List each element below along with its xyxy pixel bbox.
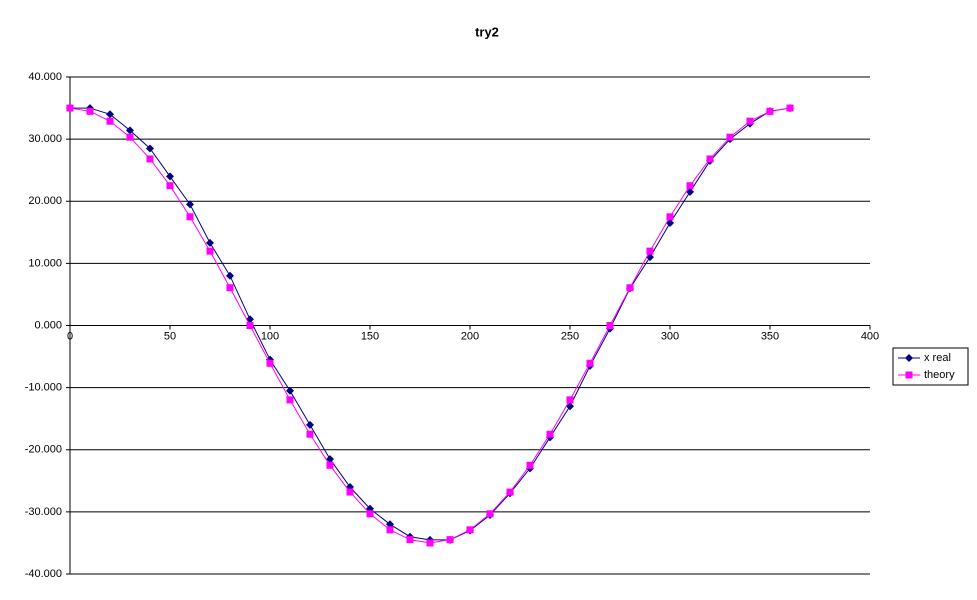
marker: [766, 107, 774, 115]
marker: [226, 284, 234, 292]
x-tick-label: 300: [661, 330, 679, 342]
marker: [326, 461, 334, 469]
marker: [426, 539, 434, 547]
marker: [186, 200, 194, 209]
y-tick-label: -10.000: [25, 382, 62, 394]
marker: [166, 172, 174, 181]
marker: [266, 359, 274, 367]
y-tick-label: 30.000: [28, 133, 62, 145]
marker: [406, 536, 414, 544]
marker: [66, 104, 74, 112]
marker: [386, 526, 394, 534]
x-tick-label: 0: [67, 330, 73, 342]
chart-title: try2: [475, 24, 499, 39]
marker: [326, 455, 334, 464]
x-tick-label: 200: [461, 330, 479, 342]
legend-marker: [905, 354, 913, 362]
y-tick-label: -30.000: [25, 506, 62, 518]
marker: [126, 133, 134, 141]
x-tick-label: 250: [561, 330, 579, 342]
marker: [186, 213, 194, 221]
marker: [606, 322, 614, 329]
x-tick-label: 150: [361, 330, 379, 342]
x-tick-label: 400: [861, 330, 879, 342]
marker: [566, 396, 574, 404]
marker: [626, 284, 634, 292]
marker: [506, 488, 514, 496]
x-tick-label: 350: [761, 330, 779, 342]
marker: [666, 213, 674, 221]
marker: [586, 359, 594, 367]
marker: [226, 271, 234, 280]
series-line: [70, 107, 791, 541]
marker: [206, 238, 214, 247]
marker: [646, 247, 654, 255]
marker: [486, 510, 494, 518]
marker: [726, 133, 734, 141]
legend-label: x real: [924, 352, 951, 364]
legend-label: theory: [924, 369, 955, 381]
x-tick-label: 50: [164, 330, 176, 342]
x-tick-label: 100: [261, 330, 279, 342]
marker: [366, 510, 374, 518]
legend-box: [892, 347, 969, 386]
marker: [146, 155, 154, 163]
marker: [146, 144, 154, 153]
y-tick-label: -40.000: [25, 568, 62, 580]
marker: [346, 488, 354, 496]
marker: [706, 155, 714, 163]
marker: [166, 182, 174, 190]
marker: [246, 322, 254, 329]
marker: [386, 520, 394, 529]
marker: [86, 107, 94, 115]
marker: [466, 526, 474, 534]
y-tick-label: 10.000: [28, 257, 62, 269]
marker: [286, 396, 294, 404]
marker: [106, 117, 114, 125]
marker: [546, 430, 554, 438]
marker: [286, 386, 294, 395]
marker: [686, 182, 694, 190]
y-tick-label: 20.000: [28, 195, 62, 207]
y-tick-label: 40.000: [28, 71, 62, 83]
marker: [746, 117, 754, 125]
y-tick-label: -20.000: [25, 444, 62, 456]
marker: [206, 247, 214, 255]
marker: [306, 430, 314, 438]
legend-marker: [905, 371, 913, 379]
marker: [566, 402, 574, 411]
marker: [786, 104, 794, 112]
marker: [306, 420, 314, 429]
marker: [126, 126, 134, 135]
y-tick-label: 0.000: [34, 319, 62, 331]
marker: [686, 187, 694, 196]
marker: [446, 536, 454, 544]
marker: [106, 110, 114, 119]
marker: [526, 461, 534, 469]
